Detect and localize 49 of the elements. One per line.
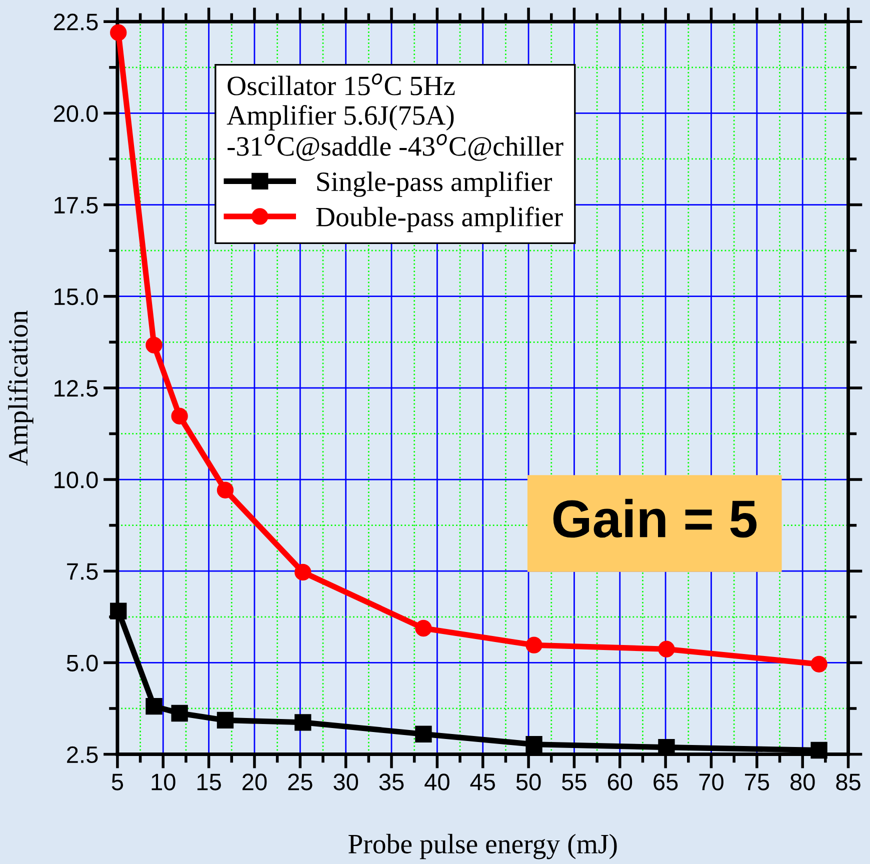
y-tick-label: 2.5 [67,746,98,764]
point [216,482,234,498]
x-tick-label: 75 [744,774,770,790]
y-axis-title: Amplification [8,310,34,466]
x-axis-title: Probe pulse energy (mJ) [348,834,617,860]
x-tick-label: 25 [288,774,312,790]
point [415,726,432,742]
x-tick-label: 85 [836,774,860,790]
x-tick-label: 65 [654,774,678,790]
x-tick-label: 40 [424,774,450,790]
y-tick-label: 10.0 [54,472,98,488]
annotation: Gain = 5 [553,498,757,538]
point [810,742,828,759]
x-tick-label: 30 [334,774,358,790]
point [526,636,542,654]
point [526,736,542,753]
y-tick-label: 20.0 [54,105,98,122]
y-tick-label: 12.5 [54,380,98,397]
point [110,602,127,620]
y-tick-label: 7.5 [67,563,98,580]
point [171,408,188,424]
point [415,620,432,637]
x-tick-label: 60 [608,774,632,790]
x-tick-label: 35 [379,774,404,790]
x-tick-label: 10 [152,774,176,790]
point [110,24,127,41]
point [294,564,312,581]
point [146,698,162,715]
point [658,640,675,658]
x-tick-label: 20 [242,774,267,790]
x-tick-label: 70 [699,774,724,790]
point [294,714,312,731]
x-tick-label: 15 [197,774,221,790]
x-tick-label: 50 [516,774,541,790]
x-tick-label: 45 [470,774,495,790]
point [171,704,188,722]
x-tick-label: 80 [790,774,815,790]
x-tick-label: 5 [112,774,124,790]
y-tick-label: 17.5 [54,197,98,214]
text: Oscillator 15$^{o}$C 5Hz Amplifier 5.6J(75A) -31$^{o}$C@saddle -43$^{o}$C@chiller [226,74,564,161]
x-tick-label: 55 [562,774,586,790]
point [216,712,234,729]
y-tick-label: 22.5 [54,14,98,30]
y-tick-label: 5.0 [66,654,98,672]
point [146,336,162,354]
legend-label: Double-pass amplifier [316,206,563,232]
point [810,656,828,672]
y-tick-label: 15.0 [54,288,98,306]
legend-label: Single-pass amplifier [317,171,552,197]
